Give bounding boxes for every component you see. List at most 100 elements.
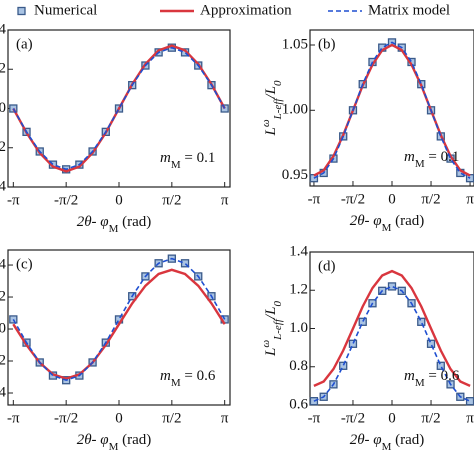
data-point: [465, 397, 474, 406]
curve: [12, 268, 226, 380]
data-point: [348, 339, 358, 348]
y-axis-label-part: /L: [263, 86, 279, 100]
curve: [313, 269, 471, 387]
x-axis-label-part: 2θ- φ: [350, 213, 382, 229]
y-tick-label: 1.4: [289, 243, 308, 259]
x-axis-label-part: M: [109, 223, 119, 235]
annotation: mM = 0.6: [404, 368, 460, 388]
y-axis-label-part: L-eff: [272, 317, 284, 341]
x-axis-label-part: (rad): [118, 214, 151, 230]
legend-label: Approximation: [200, 2, 292, 18]
x-axis-label-part: (rad): [118, 432, 151, 448]
legend-label: Numerical: [34, 2, 97, 18]
annotation-part: = 0.6: [181, 368, 216, 384]
x-tick-label: π: [221, 192, 229, 208]
x-axis-label-part: (rad): [391, 432, 424, 448]
y-tick-label: 1.00: [282, 102, 308, 118]
y-tick-label: 1.0: [289, 320, 308, 336]
x-axis-label: 2θ- φM (rad): [350, 213, 425, 233]
x-tick-label: 0: [388, 191, 396, 207]
data-point: [426, 339, 436, 348]
y-axis-label-part: L: [263, 127, 279, 136]
x-axis-label: 2θ- φM (rad): [77, 214, 152, 234]
x-tick-label: -π: [7, 192, 20, 208]
x-tick-label: 0: [115, 410, 123, 426]
annotation-part: = 0.1: [425, 149, 460, 165]
annotation-part: M: [171, 377, 181, 389]
x-tick-label: π: [466, 191, 474, 207]
x-axis-label-part: 2θ- φ: [350, 432, 382, 448]
data-point: [180, 259, 190, 268]
legend-label: Matrix model: [368, 2, 450, 18]
data-point: [436, 361, 445, 370]
annotation-part: m: [160, 150, 171, 166]
x-tick-label: π/2: [421, 191, 440, 207]
dashed-line: [313, 285, 471, 402]
y-axis-label-part: ω: [260, 119, 272, 127]
panel-label: (c): [16, 256, 33, 272]
y-tick-label: -2: [0, 139, 6, 155]
annotation: mM = 0.6: [160, 368, 216, 388]
x-tick-label: π/2: [162, 410, 181, 426]
x-axis-label: 2θ- φM (rad): [77, 432, 152, 452]
annotation-part: M: [415, 377, 425, 389]
annotation-part: m: [404, 149, 415, 165]
curve: [12, 44, 226, 173]
annotation: mM = 0.1: [404, 149, 459, 169]
x-tick-label: -π/2: [341, 191, 365, 207]
x-axis-label-part: M: [382, 222, 392, 234]
panel-label: (b): [318, 36, 336, 52]
y-axis-label: LωL-eff/L0: [260, 80, 284, 136]
data-point: [358, 317, 367, 326]
x-axis-label: 2θ- φM (rad): [350, 432, 425, 452]
y-tick-label: 0.4: [0, 256, 7, 272]
y-axis-label-part: ω: [260, 340, 272, 348]
x-tick-label: -π: [7, 410, 20, 426]
x-tick-label: -π/2: [341, 410, 365, 426]
data-point: [339, 361, 348, 370]
y-axis-label-part: L-eff: [272, 97, 284, 121]
panel-label: (d): [318, 258, 336, 274]
annotation-part: = 0.1: [181, 150, 216, 166]
annotation-part: = 0.6: [425, 368, 460, 384]
x-axis-label-part: 2θ- φ: [77, 214, 109, 230]
x-axis-label-part: M: [382, 441, 392, 453]
x-tick-label: 0: [115, 192, 123, 208]
y-tick-label: -4: [0, 178, 6, 194]
y-tick-label: -0.2: [0, 352, 6, 368]
x-tick-label: 0: [388, 410, 396, 426]
y-axis-label: LωL-eff/L0: [260, 301, 284, 357]
y-tick-label: 0.95: [282, 167, 308, 183]
x-axis-label-part: M: [109, 441, 119, 453]
data-point: [387, 282, 397, 291]
annotation-part: m: [404, 368, 415, 384]
y-tick-label: 0.2: [0, 288, 6, 304]
y-tick-label: 0.8: [289, 358, 308, 374]
y-axis-label-part: 0: [272, 301, 284, 307]
y-axis-label-part: /L: [263, 307, 279, 321]
x-axis-label-part: 2θ- φ: [77, 432, 109, 448]
data-point: [417, 317, 426, 326]
annotation-part: M: [415, 158, 425, 170]
x-tick-label: -π: [308, 410, 321, 426]
y-tick-label: 4: [0, 21, 7, 37]
x-tick-label: π: [221, 410, 229, 426]
y-tick-label: 2: [0, 61, 6, 77]
x-axis-label-part: (rad): [391, 213, 424, 229]
x-tick-label: -π/2: [54, 410, 78, 426]
legend-marker: [17, 6, 26, 16]
y-tick-label: 0: [0, 100, 6, 116]
panel-label: (a): [16, 36, 33, 52]
dashed-line: [313, 41, 471, 179]
annotation-part: m: [160, 368, 171, 384]
x-tick-label: -π/2: [54, 192, 78, 208]
y-tick-label: 0: [0, 320, 6, 336]
annotation-part: M: [171, 159, 181, 171]
y-tick-label: 1.05: [282, 36, 308, 52]
y-axis-label-part: 0: [272, 80, 284, 86]
x-tick-label: -π: [308, 191, 321, 207]
y-tick-label: -0.4: [0, 384, 6, 400]
x-tick-label: π/2: [421, 410, 440, 426]
annotation: mM = 0.1: [160, 150, 215, 170]
